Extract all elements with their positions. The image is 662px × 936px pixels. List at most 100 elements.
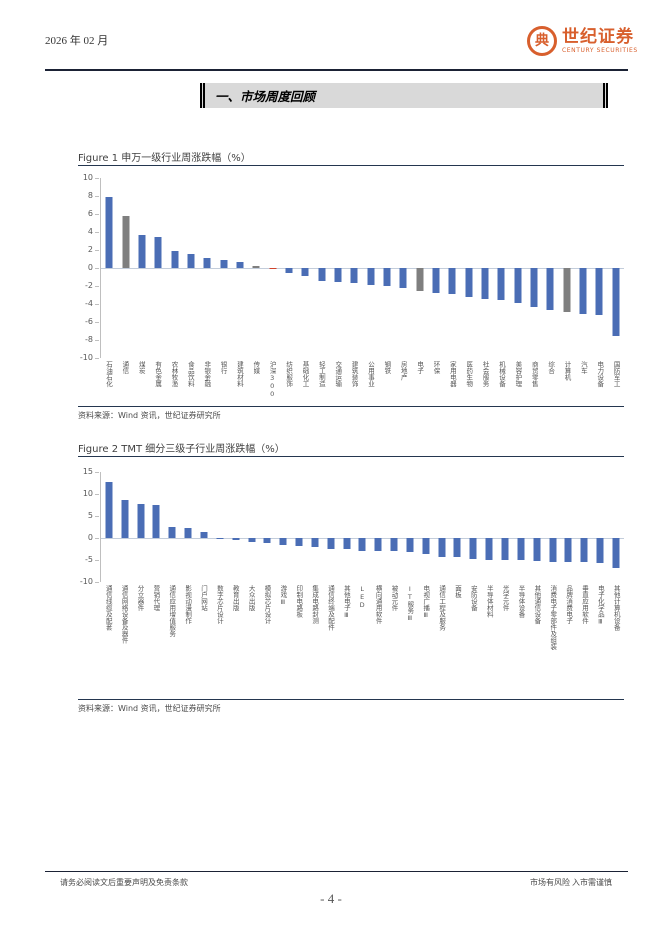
x-axis-label: 消费电子零部件及组装 [548, 585, 557, 650]
x-axis-label: 汽车 [579, 361, 588, 374]
bar [465, 472, 481, 582]
plot-area [100, 472, 624, 582]
bar [101, 178, 117, 358]
bar [575, 178, 591, 358]
x-axis-label: 游戏Ⅲ [278, 585, 287, 606]
figure1-title: Figure 1 申万一级行业周涨跌幅（%） [78, 153, 251, 164]
bar [196, 472, 212, 582]
bar [434, 472, 450, 582]
bar [493, 178, 509, 358]
bar [526, 178, 542, 358]
bar [444, 178, 460, 358]
x-axis-label: 其他电子Ⅲ [342, 585, 351, 619]
x-axis-label: 电子 [415, 361, 424, 374]
bar [542, 178, 558, 358]
bar [608, 472, 624, 582]
tmt-subindustry-weekly-change-chart: 15 10 5 0 -5 -10 通信线缆及配套 通信网络设备及器件 分立器件 营销代理 通信应用… [78, 468, 624, 688]
bar [510, 178, 526, 358]
x-axis-label: 房地产 [399, 361, 408, 381]
bar [212, 472, 228, 582]
x-axis-label: 机械设备 [497, 361, 506, 387]
x-axis-label: 通信工程及服务 [437, 585, 446, 631]
bar [545, 472, 561, 582]
x-axis-label: 通信应用增值服务 [167, 585, 176, 637]
x-axis-label: 半导体材料 [485, 585, 494, 618]
x-axis-label: 半导体设备 [516, 585, 525, 618]
century-seal-icon: 典 [527, 26, 557, 56]
x-axis-label: 环保 [431, 361, 440, 374]
figure1-title-underline [78, 165, 624, 166]
report-date: 2026 年 02 月 [45, 35, 109, 47]
bar [513, 472, 529, 582]
x-axis-label: 垂直应用软件 [580, 585, 589, 624]
x-axis-label: 数字芯片设计 [215, 585, 224, 624]
x-axis-labels: 通信线缆及配套 通信网络设备及器件 分立器件 营销代理 通信应用增值服务 影视动漫制作 门户… [100, 582, 624, 688]
y-tick-label: 4 [87, 227, 100, 236]
x-axis-label: 印制电路板 [294, 585, 303, 618]
figure2-title-underline [78, 456, 624, 457]
x-axis-label: 营销代理 [151, 585, 160, 611]
x-axis-label: 沪深300 [268, 361, 277, 398]
bar [228, 472, 244, 582]
x-axis-label: 社会服务 [481, 361, 490, 387]
y-tick-label: 0 [87, 533, 100, 542]
bar [199, 178, 215, 358]
x-axis-label: 门户网站 [199, 585, 208, 611]
bar [477, 178, 493, 358]
bar [232, 178, 248, 358]
x-axis-label: 通信终端及配件 [326, 585, 335, 631]
x-axis-label: 传媒 [251, 361, 260, 374]
bar [150, 178, 166, 358]
x-axis-label: 公用事业 [366, 361, 375, 387]
bar [370, 472, 386, 582]
y-tick-label: -10 [79, 353, 100, 362]
bar [529, 472, 545, 582]
x-axis-label: 综合 [546, 361, 555, 374]
x-axis-label: 模拟芯片设计 [262, 585, 271, 624]
y-tick-label: 8 [87, 191, 100, 200]
x-axis-label: 纺织服饰 [284, 361, 293, 387]
bar-series [101, 472, 624, 582]
x-axis-label: 煤炭 [137, 361, 146, 374]
x-axis-label: 银行 [219, 361, 228, 374]
x-axis-label: 面板 [453, 585, 462, 598]
bar [215, 178, 231, 358]
bar [346, 178, 362, 358]
x-axis-label: 钢铁 [382, 361, 391, 374]
bar [183, 178, 199, 358]
x-axis-label: 通信 [120, 361, 129, 374]
x-axis-label: 教育出版 [231, 585, 240, 611]
y-tick-label: 2 [87, 245, 100, 254]
section-banner: 一、市场周度回顾 [200, 83, 608, 108]
bar [591, 178, 607, 358]
x-axis-label: 国防军工 [612, 361, 621, 387]
x-axis-label: 建筑装饰 [350, 361, 359, 387]
x-axis-label: 食品饮料 [186, 361, 195, 387]
bar [386, 472, 402, 582]
x-axis-label: 被动元件 [389, 585, 398, 611]
bar [180, 472, 196, 582]
bar-series [101, 178, 624, 358]
bar [101, 472, 117, 582]
x-axis-label: 横向通用软件 [374, 585, 383, 624]
bar [497, 472, 513, 582]
y-tick-label: 15 [82, 467, 100, 476]
x-axis-label: LED [358, 585, 367, 609]
x-axis-label: 通信网络设备及器件 [120, 585, 129, 644]
logo-name-cn: 世纪证券 [562, 26, 634, 47]
x-axis-label: 影视动漫制作 [183, 585, 192, 624]
bar [402, 472, 418, 582]
x-axis-label: 农林牧渔 [169, 361, 178, 387]
plot-area [100, 178, 624, 358]
bar [363, 178, 379, 358]
y-tick-label: -10 [79, 577, 100, 586]
industry-weekly-change-chart: 10 8 6 4 2 0 -2 -4 -6 -8 -10 石油石化 通信 煤炭 有色金属 农林牧渔 食品饮料非… [78, 174, 624, 404]
y-tick-label: -8 [85, 335, 99, 344]
bar [117, 472, 133, 582]
header-divider [45, 69, 628, 71]
bar [297, 178, 313, 358]
bar [133, 472, 149, 582]
figure1-source: 资料来源：Wind 资讯，世纪证券研究所 [78, 406, 624, 421]
x-axis-label: 建筑材料 [235, 361, 244, 387]
